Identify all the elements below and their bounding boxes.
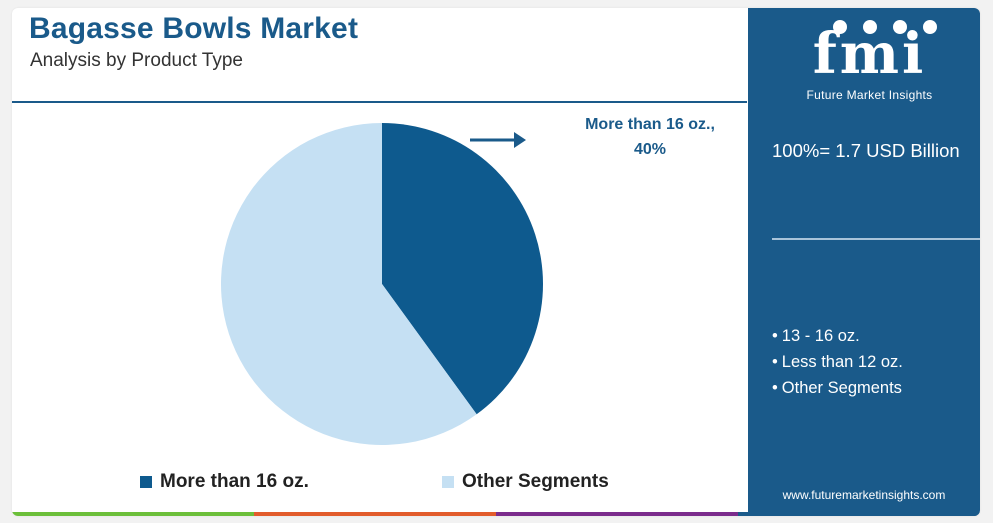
logo-tagline: Future Market Insights [806,88,933,102]
legend-swatch [442,476,454,488]
legend-swatch [140,476,152,488]
website-url: www.futuremarketinsights.com [782,488,946,502]
legend-label: Other Segments [462,471,609,492]
info-sidebar: fmi Future Market Insights 100%= 1.7 USD… [748,8,980,516]
pie-chart [221,123,543,445]
bar-segment-blue [738,512,980,516]
header-divider [12,101,747,103]
fmi-logo: fmi Future Market Insights [782,16,957,106]
chart-card: Bagasse Bowls Market Analysis by Product… [12,8,980,516]
legend-item-more-than-16oz: More than 16 oz. [140,471,309,493]
legend-label: More than 16 oz. [160,471,309,492]
chart-subtitle: Analysis by Product Type [30,50,243,71]
pie-slice-more-than-16-oz [382,123,543,415]
callout-value: 40% [633,141,667,158]
bottom-color-bar [12,512,980,516]
logo-figures-icon [833,20,937,34]
list-item: Other Segments [772,375,903,401]
pie-slice-other-segments [221,123,477,445]
legend-item-other-segments: Other Segments [442,471,609,493]
callout-arrow-icon [470,132,526,148]
sidebar-divider [772,238,980,240]
logo-letters: fmi [812,21,927,87]
bar-segment-purple [496,512,738,516]
list-item: Less than 12 oz. [772,349,903,375]
other-segments-list: 13 - 16 oz. Less than 12 oz. Other Segme… [772,323,903,401]
slice-callout: More than 16 oz., 40% [560,112,740,162]
chart-title: Bagasse Bowls Market [29,12,359,45]
bar-segment-green [12,512,254,516]
market-total: 100%= 1.7 USD Billion [772,140,960,161]
callout-label: More than 16 oz., [585,116,715,133]
list-item: 13 - 16 oz. [772,323,903,349]
bar-segment-orange [254,512,496,516]
